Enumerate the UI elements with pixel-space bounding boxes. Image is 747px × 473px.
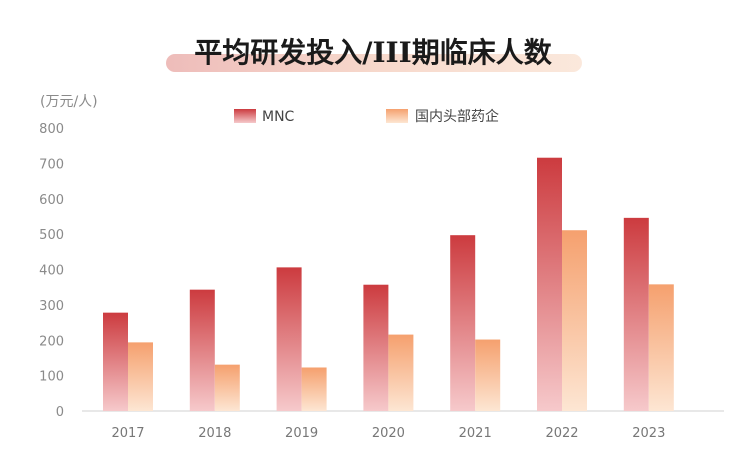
bar-mnc bbox=[276, 267, 302, 411]
x-tick-label: 2022 bbox=[545, 426, 578, 441]
bar-domestic bbox=[388, 334, 414, 411]
bar-domestic bbox=[214, 364, 240, 411]
y-tick-label: 500 bbox=[39, 228, 64, 243]
x-tick-label: 2018 bbox=[198, 426, 231, 441]
x-tick-label: 2020 bbox=[372, 426, 405, 441]
x-axis-ticks: 2017 2018 2019 2020 2021 2022 2023 bbox=[111, 426, 665, 441]
legend-label-mnc: MNC bbox=[262, 109, 295, 125]
x-tick-label: 2019 bbox=[285, 426, 318, 441]
bar-mnc bbox=[537, 157, 562, 411]
legend-swatch-mnc bbox=[234, 109, 256, 123]
x-tick-label: 2021 bbox=[459, 426, 492, 441]
bar-domestic bbox=[128, 342, 153, 411]
bar-mnc bbox=[623, 217, 649, 411]
bar-domestic bbox=[475, 339, 501, 411]
bar-mnc bbox=[103, 312, 128, 411]
bar-domestic bbox=[301, 367, 327, 411]
y-tick-label: 300 bbox=[39, 299, 64, 314]
title-band bbox=[166, 54, 582, 72]
bar-domestic bbox=[648, 284, 674, 411]
y-tick-label: 600 bbox=[39, 193, 64, 208]
bars bbox=[103, 157, 674, 411]
legend-swatch-domestic bbox=[386, 109, 408, 123]
bar-domestic bbox=[562, 230, 587, 411]
bar-mnc bbox=[363, 284, 389, 411]
chart-title: 平均研发投入/III期临床人数 bbox=[194, 36, 553, 69]
legend-label-domestic: 国内头部药企 bbox=[415, 108, 499, 125]
y-tick-label: 100 bbox=[39, 370, 64, 385]
y-axis-label: (万元/人) bbox=[40, 94, 98, 110]
bar-mnc bbox=[450, 235, 476, 411]
y-tick-label: 800 bbox=[39, 122, 64, 137]
y-axis-ticks: 0 100 200 300 400 500 600 700 800 bbox=[39, 122, 64, 420]
legend: MNC 国内头部药企 bbox=[234, 108, 499, 125]
bar-mnc bbox=[189, 289, 215, 411]
y-tick-label: 700 bbox=[39, 157, 64, 172]
y-tick-label: 0 bbox=[56, 405, 64, 420]
x-tick-label: 2017 bbox=[111, 426, 144, 441]
x-tick-label: 2023 bbox=[632, 426, 665, 441]
y-tick-label: 200 bbox=[39, 334, 64, 349]
y-tick-label: 400 bbox=[39, 264, 64, 279]
